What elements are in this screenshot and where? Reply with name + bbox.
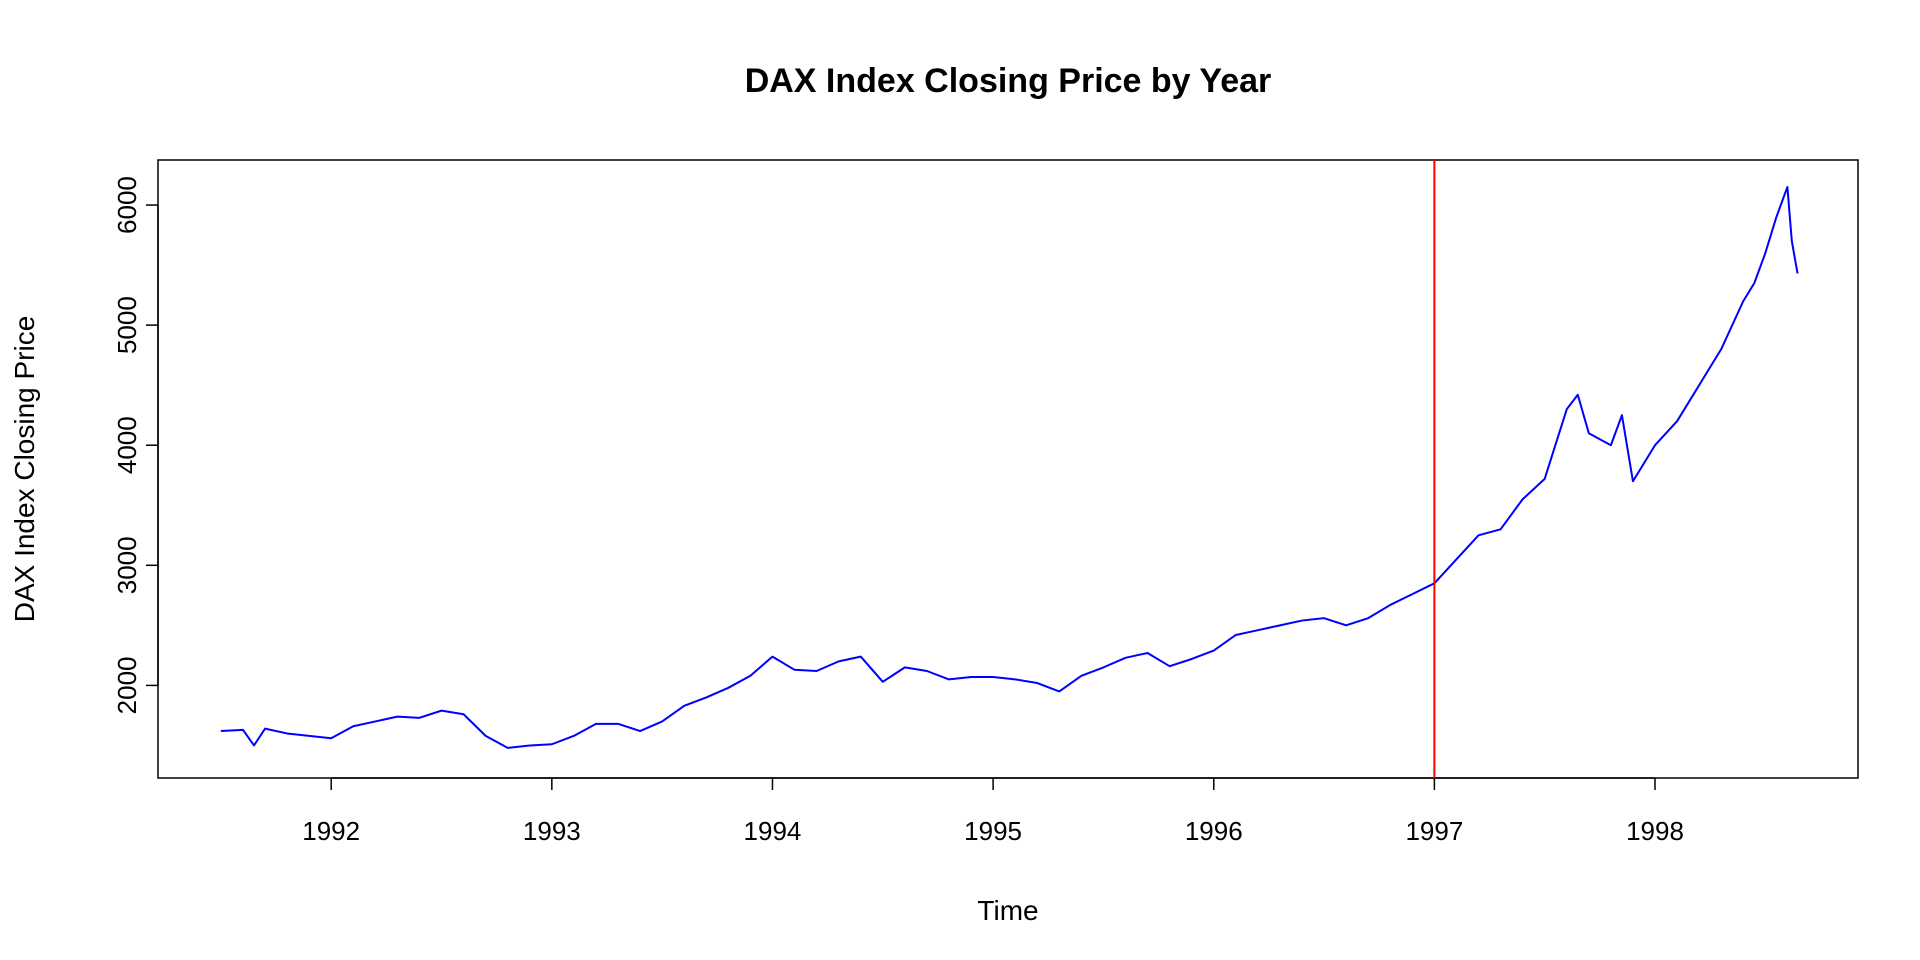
x-tick-label: 1992 [302, 816, 360, 846]
y-tick-label: 4000 [112, 416, 142, 474]
x-tick-label: 1993 [523, 816, 581, 846]
y-tick-label: 6000 [112, 176, 142, 234]
chart-title: DAX Index Closing Price by Year [745, 62, 1272, 100]
x-tick-label: 1995 [964, 816, 1022, 846]
y-tick-label: 3000 [112, 536, 142, 594]
y-tick-label: 5000 [112, 296, 142, 354]
x-axis-label: Time [977, 895, 1038, 926]
x-tick-label: 1996 [1185, 816, 1243, 846]
plot-frame [157, 159, 1859, 779]
y-tick-label: 2000 [112, 656, 142, 714]
price-line [220, 186, 1799, 749]
x-tick-label: 1994 [744, 816, 802, 846]
x-tick-label: 1998 [1626, 816, 1684, 846]
y-axis-label: DAX Index Closing Price [9, 316, 40, 623]
x-tick-label: 1997 [1405, 816, 1463, 846]
